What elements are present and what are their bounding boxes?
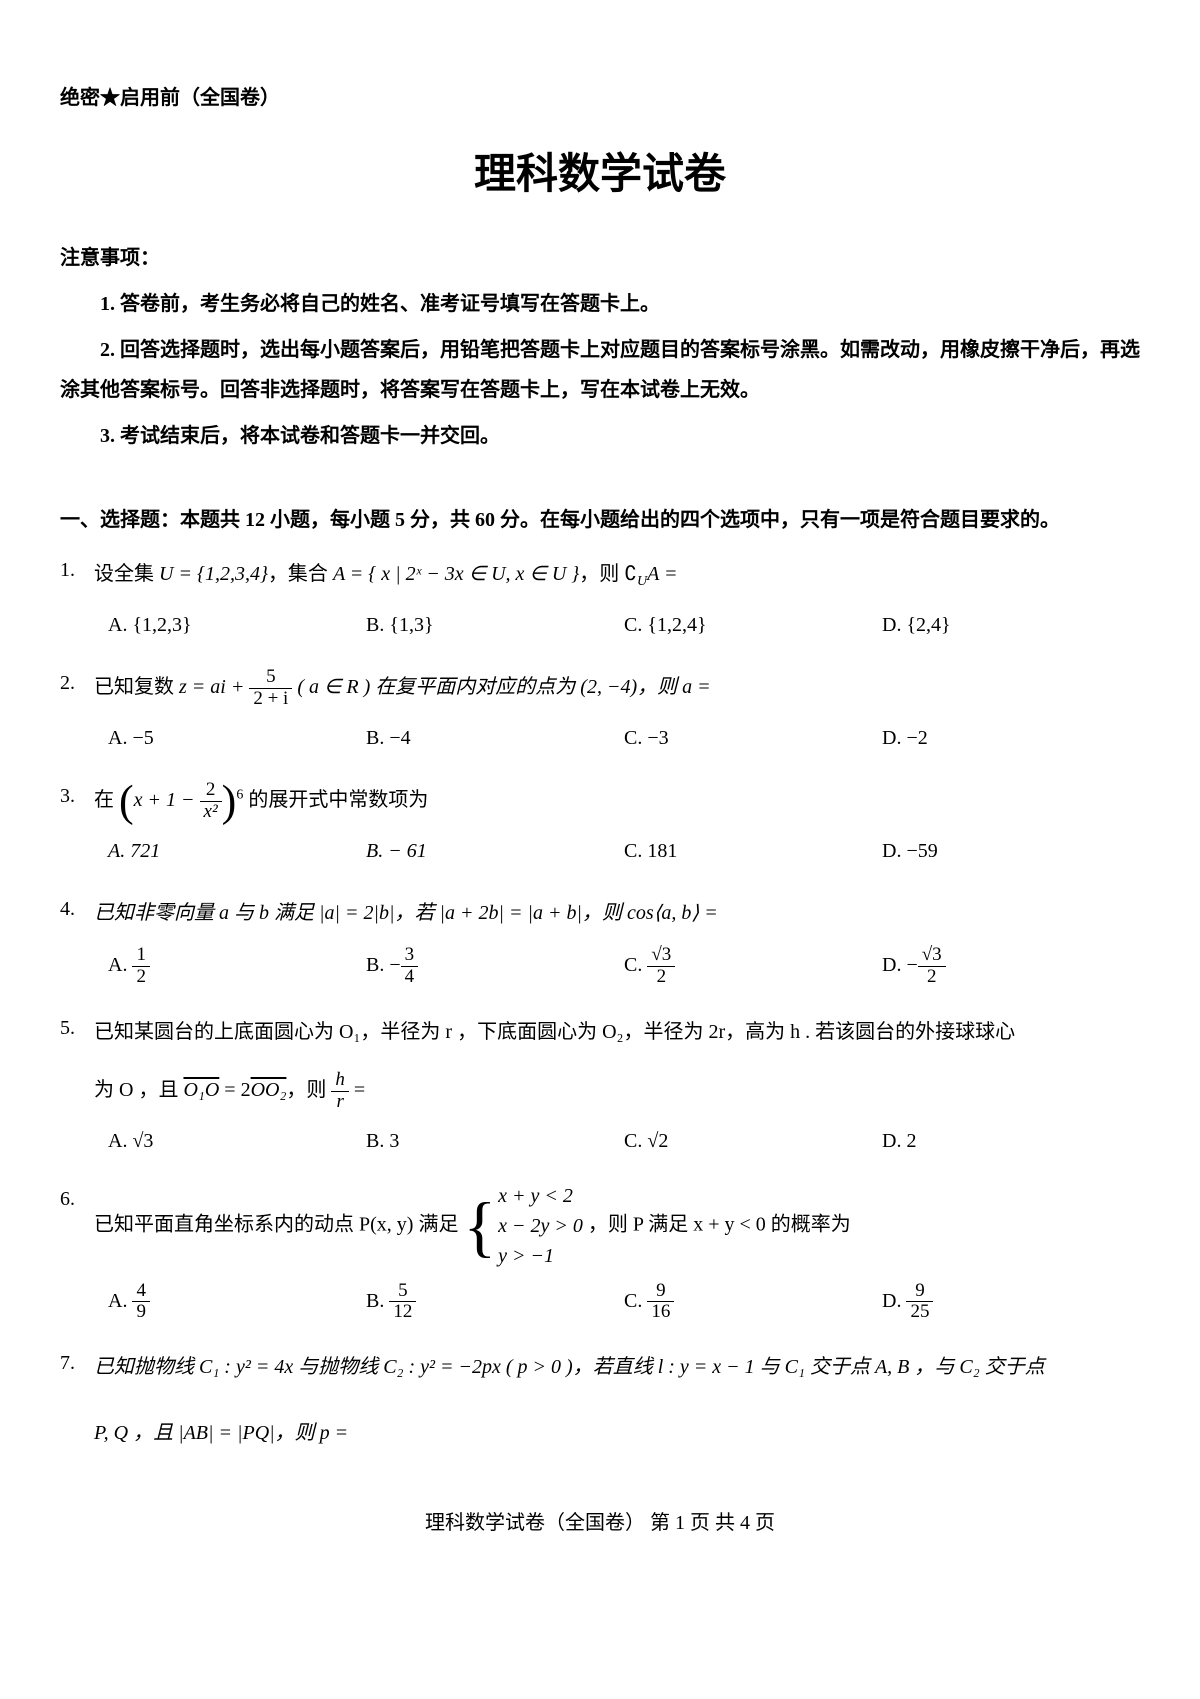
section-1-heading: 一、选择题：本题共 12 小题，每小题 5 分，共 60 分。在每小题给出的四个…: [60, 502, 1140, 538]
q3-stem: 在 (x + 1 − 2x²)6 的展开式中常数项为: [94, 778, 1140, 823]
q3-opt-c: C. 181: [624, 833, 882, 869]
q1-number: 1.: [60, 552, 94, 588]
q4-opt-d: D. −√32: [882, 945, 1140, 988]
q5-number: 5.: [60, 1010, 94, 1046]
q2-stem: 已知复数 z = ai + 52 + i ( a ∈ R ) 在复平面内对应的点…: [94, 665, 1140, 710]
page-title: 理科数学试卷: [60, 136, 1140, 212]
q4-stem: 已知非零向量 a 与 b 满足 |a| = 2|b|，若 |a + 2b| = …: [94, 891, 1140, 935]
question-6: 6. 已知平面直角坐标系内的动点 P(x, y) 满足 { x + y < 2 …: [60, 1181, 1140, 1324]
q5-opt-d: D. 2: [882, 1123, 1140, 1159]
question-7: 7. 已知抛物线 C₁ : y² = 4x 与抛物线 C₂ : y² = −2p…: [60, 1345, 1140, 1455]
q6-opt-c: C. 916: [624, 1281, 882, 1324]
q3-opt-b: B. − 61: [366, 833, 624, 869]
q6-number: 6.: [60, 1181, 94, 1217]
q2-opt-d: D. −2: [882, 720, 1140, 756]
page-footer: 理科数学试卷（全国卷） 第 1 页 共 4 页: [60, 1505, 1140, 1541]
q6-stem: 已知平面直角坐标系内的动点 P(x, y) 满足 { x + y < 2 x −…: [94, 1181, 1140, 1271]
q5-options: A. √3 B. 3 C. √2 D. 2: [108, 1123, 1140, 1159]
q2-options: A. −5 B. −4 C. −3 D. −2: [108, 720, 1140, 756]
q4-opt-a: A. 12: [108, 945, 366, 988]
question-5: 5. 已知某圆台的上底面圆心为 O₁，半径为 r ，下底面圆心为 O₂，半径为 …: [60, 1010, 1140, 1159]
q1-options: A. {1,2,3} B. {1,3} C. {1,2,4} D. {2,4}: [108, 607, 1140, 643]
q4-opt-c: C. √32: [624, 945, 882, 988]
question-3: 3. 在 (x + 1 − 2x²)6 的展开式中常数项为 A. 721 B. …: [60, 778, 1140, 869]
q6-opt-a: A. 49: [108, 1281, 366, 1324]
question-4: 4. 已知非零向量 a 与 b 满足 |a| = 2|b|，若 |a + 2b|…: [60, 891, 1140, 988]
confidential-label: 绝密★启用前（全国卷）: [60, 80, 1140, 116]
q6-opt-b: B. 512: [366, 1281, 624, 1324]
q1-stem: 设全集 U = {1,2,3,4}，集合 A = { x | 2ˣ − 3x ∈…: [94, 552, 1140, 598]
q7-stem: 已知抛物线 C₁ : y² = 4x 与抛物线 C₂ : y² = −2px (…: [94, 1345, 1140, 1455]
notice-heading: 注意事项：: [60, 240, 1140, 276]
q4-options: A. 12 B. −34 C. √32 D. −√32: [108, 945, 1140, 988]
q1-opt-d: D. {2,4}: [882, 607, 1140, 643]
q1-opt-b: B. {1,3}: [366, 607, 624, 643]
notice-item-1: 1. 答卷前，考生务必将自己的姓名、准考证号填写在答题卡上。: [60, 284, 1140, 324]
q2-opt-b: B. −4: [366, 720, 624, 756]
question-1: 1. 设全集 U = {1,2,3,4}，集合 A = { x | 2ˣ − 3…: [60, 552, 1140, 644]
q1-opt-a: A. {1,2,3}: [108, 607, 366, 643]
question-2: 2. 已知复数 z = ai + 52 + i ( a ∈ R ) 在复平面内对…: [60, 665, 1140, 756]
q2-opt-a: A. −5: [108, 720, 366, 756]
q2-number: 2.: [60, 665, 94, 701]
brace-icon: {: [463, 1191, 496, 1261]
q3-options: A. 721 B. − 61 C. 181 D. −59: [108, 833, 1140, 869]
q1-opt-c: C. {1,2,4}: [624, 607, 882, 643]
notice-item-3: 3. 考试结束后，将本试卷和答题卡一并交回。: [60, 416, 1140, 456]
q7-number: 7.: [60, 1345, 94, 1381]
q5-opt-a: A. √3: [108, 1123, 366, 1159]
q5-opt-b: B. 3: [366, 1123, 624, 1159]
q2-opt-c: C. −3: [624, 720, 882, 756]
q6-opt-d: D. 925: [882, 1281, 1140, 1324]
q4-number: 4.: [60, 891, 94, 927]
q4-opt-b: B. −34: [366, 945, 624, 988]
notice-item-2: 2. 回答选择题时，选出每小题答案后，用铅笔把答题卡上对应题目的答案标号涂黑。如…: [60, 330, 1140, 410]
q3-number: 3.: [60, 778, 94, 814]
q3-opt-d: D. −59: [882, 833, 1140, 869]
q5-stem: 已知某圆台的上底面圆心为 O₁，半径为 r ，下底面圆心为 O₂，半径为 2r，…: [94, 1010, 1140, 1113]
q3-opt-a: A. 721: [108, 833, 366, 869]
q5-opt-c: C. √2: [624, 1123, 882, 1159]
q6-options: A. 49 B. 512 C. 916 D. 925: [108, 1281, 1140, 1324]
